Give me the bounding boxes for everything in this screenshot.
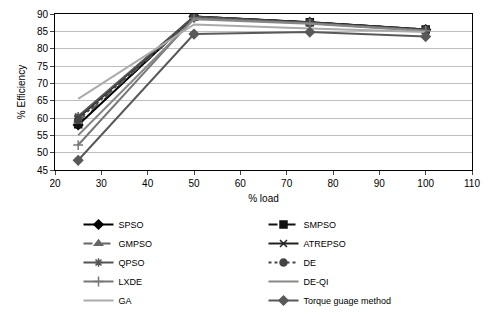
- svg-text:110: 110: [464, 178, 480, 189]
- svg-text:Torque guage method: Torque guage method: [304, 296, 392, 306]
- svg-text:90: 90: [374, 178, 386, 189]
- svg-text:85: 85: [37, 26, 49, 37]
- svg-text:90: 90: [37, 9, 49, 20]
- svg-text:LXDE: LXDE: [119, 277, 143, 287]
- svg-text:DE-QI: DE-QI: [304, 277, 329, 287]
- svg-text:GA: GA: [119, 296, 132, 306]
- svg-text:QPSO: QPSO: [119, 258, 145, 268]
- svg-text:65: 65: [37, 95, 49, 106]
- svg-text:30: 30: [96, 178, 108, 189]
- svg-text:40: 40: [142, 178, 154, 189]
- svg-text:60: 60: [235, 178, 247, 189]
- svg-text:70: 70: [281, 178, 293, 189]
- svg-text:60: 60: [37, 113, 49, 124]
- svg-text:45: 45: [37, 165, 49, 176]
- svg-text:ATREPSO: ATREPSO: [304, 239, 346, 249]
- svg-text:20: 20: [49, 178, 61, 189]
- svg-text:80: 80: [37, 43, 49, 54]
- svg-text:80: 80: [327, 178, 339, 189]
- svg-text:50: 50: [37, 147, 49, 158]
- svg-text:% Efficiency: % Efficiency: [16, 65, 27, 119]
- svg-text:SMPSO: SMPSO: [304, 220, 337, 230]
- svg-text:% load: % load: [248, 193, 279, 204]
- svg-text:50: 50: [188, 178, 200, 189]
- svg-text:100: 100: [417, 178, 434, 189]
- svg-text:55: 55: [37, 130, 49, 141]
- svg-text:SPSO: SPSO: [119, 220, 144, 230]
- svg-text:GMPSO: GMPSO: [119, 239, 153, 249]
- svg-text:75: 75: [37, 61, 49, 72]
- svg-text:70: 70: [37, 78, 49, 89]
- svg-text:DE: DE: [304, 258, 317, 268]
